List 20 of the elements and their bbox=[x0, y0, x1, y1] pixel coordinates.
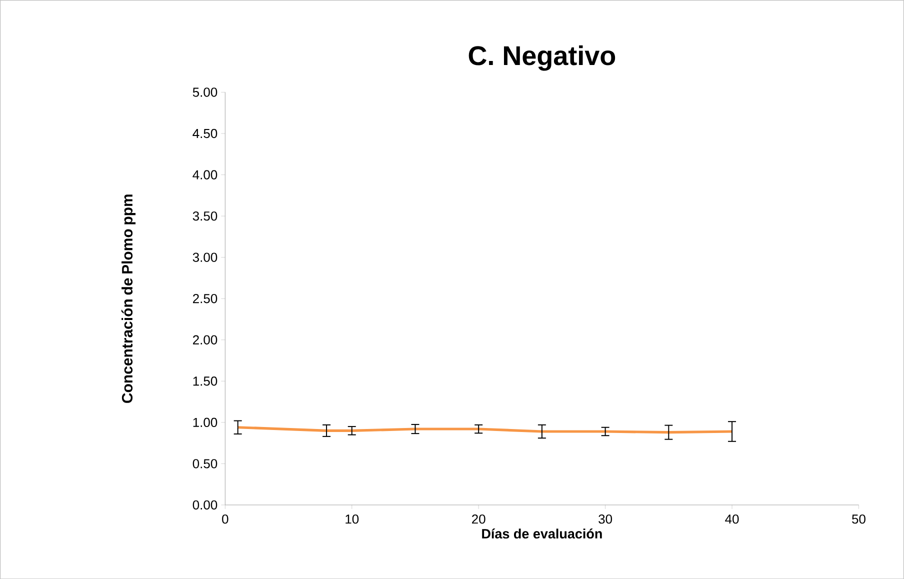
y-tick-label: 1.50 bbox=[193, 376, 218, 386]
x-axis-title: Días de evaluación bbox=[482, 528, 602, 538]
x-tick-label: 0 bbox=[222, 514, 228, 524]
y-tick-label: 1.00 bbox=[193, 418, 218, 427]
y-tick-label: 4.00 bbox=[192, 170, 218, 180]
y-tick-label: 3.00 bbox=[192, 252, 218, 262]
x-tick-label: 20 bbox=[472, 514, 486, 524]
y-tick-label: 3.50 bbox=[192, 211, 218, 221]
y-tick-label: 0.00 bbox=[192, 500, 218, 510]
x-tick-label: 40 bbox=[725, 514, 739, 524]
y-tick-label: 5.00 bbox=[192, 88, 218, 97]
y-tick-label: 2.00 bbox=[193, 335, 218, 344]
x-tick-label: 50 bbox=[852, 514, 866, 524]
y-tick-label: 2.50 bbox=[193, 294, 218, 304]
x-tick-label: 30 bbox=[598, 514, 612, 524]
chart-title: C. Negativo bbox=[468, 45, 616, 71]
y-tick-label: 4.50 bbox=[192, 128, 218, 138]
y-tick-label: 0.50 bbox=[192, 458, 218, 468]
x-tick-label: 10 bbox=[346, 514, 359, 524]
y-axis-title: Concentración de Plomo ppm bbox=[121, 194, 136, 403]
